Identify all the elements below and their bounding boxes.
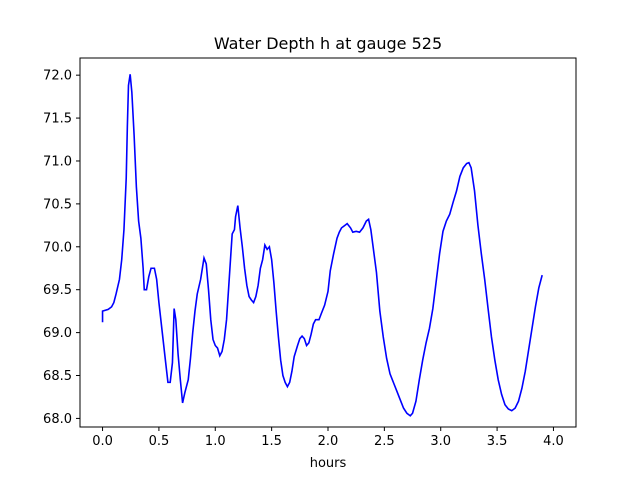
- x-tick-label: 2.0: [318, 434, 339, 449]
- x-axis: 0.0 0.5 1.0 1.5 2.0 2.5 3.0 3.5 4.0: [92, 427, 564, 449]
- y-tick-label: 68.0: [43, 412, 72, 427]
- y-tick-label: 71.5: [43, 112, 72, 127]
- series-line: [101, 74, 543, 417]
- y-tick-label: 69.0: [43, 326, 72, 341]
- y-axis: 68.0 68.5 69.0 69.5 70.0 70.5 71.0 71.5 72.0: [43, 69, 80, 427]
- x-tick-label: 3.5: [487, 434, 508, 449]
- x-tick-label: 0.0: [92, 434, 113, 449]
- plot-frame: [79, 57, 577, 428]
- y-tick-label: 68.5: [43, 369, 72, 384]
- x-tick-label: 1.0: [205, 434, 226, 449]
- x-axis-label: hours: [310, 456, 347, 471]
- y-tick-label: 72.0: [43, 69, 72, 84]
- y-tick-label: 70.0: [43, 240, 72, 255]
- y-tick-label: 69.5: [43, 283, 72, 298]
- x-tick-label: 2.5: [374, 434, 395, 449]
- chart-title: Water Depth h at gauge 525: [214, 34, 442, 53]
- x-tick-label: 3.0: [430, 434, 451, 449]
- x-tick-label: 4.0: [543, 434, 564, 449]
- y-tick-label: 70.5: [43, 197, 72, 212]
- y-tick-label: 71.0: [43, 154, 72, 169]
- x-tick-label: 0.5: [149, 434, 170, 449]
- x-tick-label: 1.5: [261, 434, 282, 449]
